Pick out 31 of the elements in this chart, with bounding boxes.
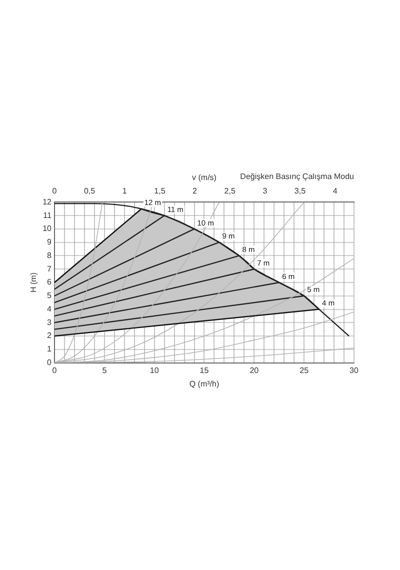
y-tick-label: 0 bbox=[47, 358, 52, 368]
y-tick-label: 4 bbox=[47, 304, 52, 314]
x-axis-title: Q (m³/h) bbox=[189, 379, 220, 388]
y-tick-label: 3 bbox=[47, 318, 52, 327]
x-tick-label: 20 bbox=[250, 366, 260, 375]
y-tick-label: 5 bbox=[47, 291, 52, 300]
chart-title: Değişken Basınç Çalışma Modu bbox=[240, 172, 354, 182]
y-axis-title: H (m) bbox=[29, 272, 38, 292]
y-tick-label: 1 bbox=[47, 344, 52, 354]
x2-tick-label: 0,5 bbox=[84, 186, 96, 196]
x-tick-label: 15 bbox=[200, 366, 210, 375]
x2-tick-label: 1 bbox=[122, 186, 128, 196]
y-tick-label: 10 bbox=[42, 224, 52, 234]
y-tick-label: 11 bbox=[43, 210, 52, 220]
x2-axis-title: v (m/s) bbox=[192, 173, 217, 182]
x2-tick-label: 1,5 bbox=[154, 186, 166, 196]
x2-tick-label: 2,5 bbox=[224, 186, 236, 196]
y-tick-label: 9 bbox=[47, 238, 52, 247]
y-tick-label: 6 bbox=[47, 278, 52, 287]
x2-tick-label: 3 bbox=[262, 186, 268, 196]
x2-tick-label: 2 bbox=[192, 186, 198, 196]
x-tick-label: 10 bbox=[150, 366, 160, 375]
y-tick-label: 2 bbox=[47, 331, 52, 340]
y-tick-label: 7 bbox=[47, 264, 52, 274]
x-tick-label: 30 bbox=[350, 366, 359, 375]
x-tick-label: 5 bbox=[102, 366, 108, 375]
x2-tick-label: 4 bbox=[332, 186, 338, 196]
x2-tick-label: 3,5 bbox=[294, 186, 306, 196]
y-tick-label: 12 bbox=[42, 197, 52, 206]
x-tick-label: 25 bbox=[300, 366, 310, 375]
y-tick-label: 8 bbox=[47, 250, 52, 260]
